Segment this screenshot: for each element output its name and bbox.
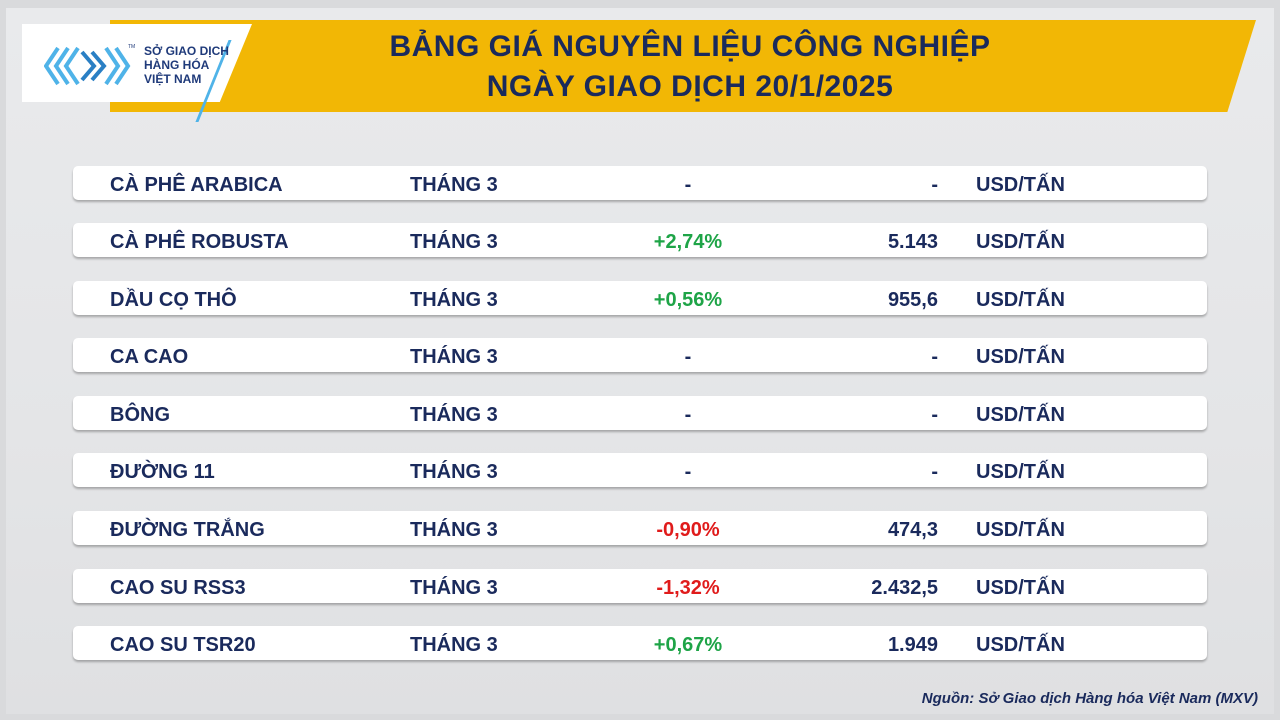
price-unit: USD/TẤN xyxy=(976,346,1065,368)
commodity-name: CA CAO xyxy=(110,346,189,368)
table-row: ĐƯỜNG TRẮNG THÁNG 3 -0,90% 474,3 USD/TẤN xyxy=(73,511,1207,545)
contract-month: THÁNG 3 xyxy=(410,519,498,541)
page-title: BẢNG GIÁ NGUYÊN LIỆU CÔNG NGHIỆP xyxy=(389,30,991,63)
table-row: DẦU CỌ THÔ THÁNG 3 +0,56% 955,6 USD/TẤN xyxy=(73,281,1207,315)
table-row: BÔNG THÁNG 3 - - USD/TẤN xyxy=(73,396,1207,430)
contract-month: THÁNG 3 xyxy=(410,577,498,599)
commodity-name: CAO SU TSR20 xyxy=(110,634,256,656)
price-unit: USD/TẤN xyxy=(976,634,1065,656)
logo-text-line: SỞ GIAO DỊCH xyxy=(144,44,229,58)
price-value: - xyxy=(931,461,938,483)
commodity-name: DẦU CỌ THÔ xyxy=(110,289,237,311)
table-row: CÀ PHÊ ROBUSTA THÁNG 3 +2,74% 5.143 USD/TẤN xyxy=(73,223,1207,257)
table-row: CA CAO THÁNG 3 - - USD/TẤN xyxy=(73,338,1207,372)
price-unit: USD/TẤN xyxy=(976,519,1065,541)
price-change: - xyxy=(684,461,692,483)
price-value: 955,6 xyxy=(887,289,938,311)
table-row: CAO SU TSR20 THÁNG 3 +0,67% 1.949 USD/TẤN xyxy=(73,626,1207,660)
price-unit: USD/TẤN xyxy=(976,231,1065,253)
price-value: - xyxy=(931,174,938,196)
commodity-name: ĐƯỜNG 11 xyxy=(110,461,215,483)
price-change: - xyxy=(684,174,692,196)
title-banner xyxy=(110,20,1256,112)
price-change: +0,67% xyxy=(653,634,723,656)
price-value: 2.432,5 xyxy=(871,577,938,599)
commodity-name: CÀ PHÊ ROBUSTA xyxy=(110,231,289,253)
table-row: CÀ PHÊ ARABICA THÁNG 3 - - USD/TẤN xyxy=(73,166,1207,200)
price-unit: USD/TẤN xyxy=(976,461,1065,483)
price-value: 474,3 xyxy=(887,519,938,541)
contract-month: THÁNG 3 xyxy=(410,461,498,483)
logo-text-line: HÀNG HÓA xyxy=(144,58,210,72)
price-change: -0,90% xyxy=(656,519,720,541)
commodity-name: BÔNG xyxy=(110,404,170,426)
price-unit: USD/TẤN xyxy=(976,289,1065,311)
mxv-logo-icon xyxy=(44,46,131,86)
price-change: - xyxy=(684,404,692,426)
commodity-name: ĐƯỜNG TRẮNG xyxy=(110,519,265,541)
price-change: - xyxy=(684,346,692,368)
price-unit: USD/TẤN xyxy=(976,577,1065,599)
contract-month: THÁNG 3 xyxy=(410,289,498,311)
contract-month: THÁNG 3 xyxy=(410,404,498,426)
contract-month: THÁNG 3 xyxy=(410,174,498,196)
price-value: - xyxy=(931,404,938,426)
logo-trademark: TM xyxy=(128,44,136,50)
price-change: -1,32% xyxy=(656,577,720,599)
source-note: Nguồn: Sở Giao dịch Hàng hóa Việt Nam (M… xyxy=(921,690,1258,707)
logo-text-line: VIỆT NAM xyxy=(144,72,202,86)
price-unit: USD/TẤN xyxy=(976,404,1065,426)
price-unit: USD/TẤN xyxy=(976,174,1065,196)
page-subtitle: NGÀY GIAO DỊCH 20/1/2025 xyxy=(486,70,894,103)
contract-month: THÁNG 3 xyxy=(410,346,498,368)
price-value: 1.949 xyxy=(887,634,938,656)
price-change: +2,74% xyxy=(653,231,723,253)
table-row: ĐƯỜNG 11 THÁNG 3 - - USD/TẤN xyxy=(73,453,1207,487)
commodity-name: CAO SU RSS3 xyxy=(110,577,246,599)
contract-month: THÁNG 3 xyxy=(410,634,498,656)
contract-month: THÁNG 3 xyxy=(410,231,498,253)
commodity-name: CÀ PHÊ ARABICA xyxy=(110,174,283,196)
price-value: 5.143 xyxy=(887,231,938,253)
price-change: +0,56% xyxy=(653,289,723,311)
price-value: - xyxy=(931,346,938,368)
logo-text: SỞ GIAO DỊCH HÀNG HÓA VIỆT NAM xyxy=(144,44,229,86)
table-row: CAO SU RSS3 THÁNG 3 -1,32% 2.432,5 USD/TẤN xyxy=(73,569,1207,603)
